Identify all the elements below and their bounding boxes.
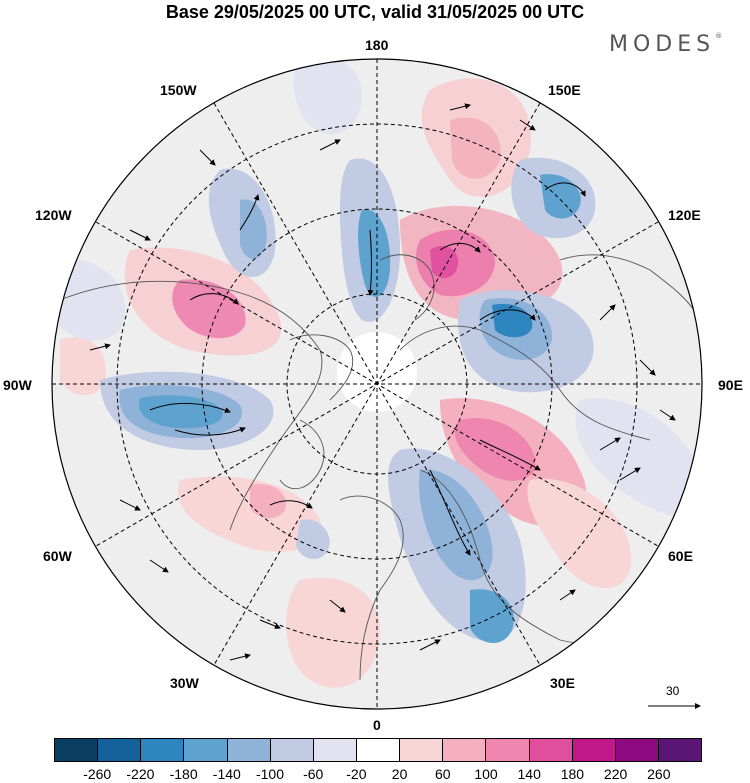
colorbar-cell [443,739,487,761]
negative-anomaly [540,174,581,219]
colorbar-cell [615,739,659,761]
colorbar-tick-label: -180 [169,766,198,782]
colorbar-tick-label: 140 [517,766,541,782]
positive-anomaly [430,245,459,279]
negative-anomaly [293,59,362,134]
colorbar-tick-label: 260 [647,766,671,782]
colorbar-tick-label: 100 [474,766,498,782]
negative-anomaly [139,395,223,429]
colorbar-tick-label: 180 [560,766,585,782]
positive-anomaly [454,418,536,481]
positive-anomaly [60,337,106,395]
colorbar-cell [658,739,702,761]
lon-label-150e: 150E [548,82,581,98]
colorbar-tick-label: -100 [255,766,285,782]
colorbar [54,738,702,762]
positive-anomaly [527,478,632,589]
negative-anomaly [470,589,514,643]
modes-logo: MODES® [609,32,722,57]
colorbar-cell [55,739,99,761]
lon-label-180: 180 [365,37,389,53]
colorbar-cell [529,739,573,761]
colorbar-tick-label: 60 [435,766,451,782]
lon-label-90w: 90W [3,377,32,393]
lon-label-30e: 30E [550,675,575,691]
colorbar-cell [400,739,444,761]
lon-label-30w: 30W [170,675,199,691]
lon-label-60e: 60E [668,548,693,564]
map-title: Base 29/05/2025 00 UTC, valid 31/05/2025… [165,2,585,22]
positive-anomaly [450,117,501,179]
lon-label-90e: 90E [718,377,743,393]
lon-label-120w: 120W [35,207,72,223]
colorbar-tick-label: -260 [83,766,112,782]
positive-anomaly [286,577,380,688]
colorbar-tick-label: 220 [603,766,628,782]
colorbar-cell [227,739,271,761]
colorbar-cell [572,739,616,761]
lon-label-60w: 60W [43,548,72,564]
map-boundary [51,58,703,710]
lon-label-150w: 150W [160,82,197,98]
colorbar-tick-label: -20 [346,766,367,782]
negative-anomaly [575,398,700,520]
vector-key-label: 30 [666,684,680,698]
colorbar-cell [313,739,357,761]
colorbar-cell [98,739,142,761]
negative-anomaly [296,519,330,560]
wind-vectors [89,103,676,661]
lon-label-0: 0 [373,717,381,733]
negative-anomaly [240,199,267,259]
colorbar-cell [270,739,314,761]
colorbar-cell [356,739,401,761]
colorbar-cell [486,739,530,761]
registered-mark: ® [715,32,723,40]
positive-anomaly [250,484,286,519]
lon-label-120e: 120E [668,207,701,223]
brand-name: MODES [609,32,716,57]
colorbar-cell [184,739,228,761]
colorbar-tick-label: 20 [391,766,408,782]
colorbar-tick-label: -60 [303,766,324,782]
colorbar-tick-label: -220 [126,766,155,782]
negative-anomaly [492,303,533,338]
negative-anomaly [358,209,391,297]
colorbar-tick-label: -140 [212,766,241,782]
colorbar-cell [141,739,185,761]
graticule [52,59,702,709]
